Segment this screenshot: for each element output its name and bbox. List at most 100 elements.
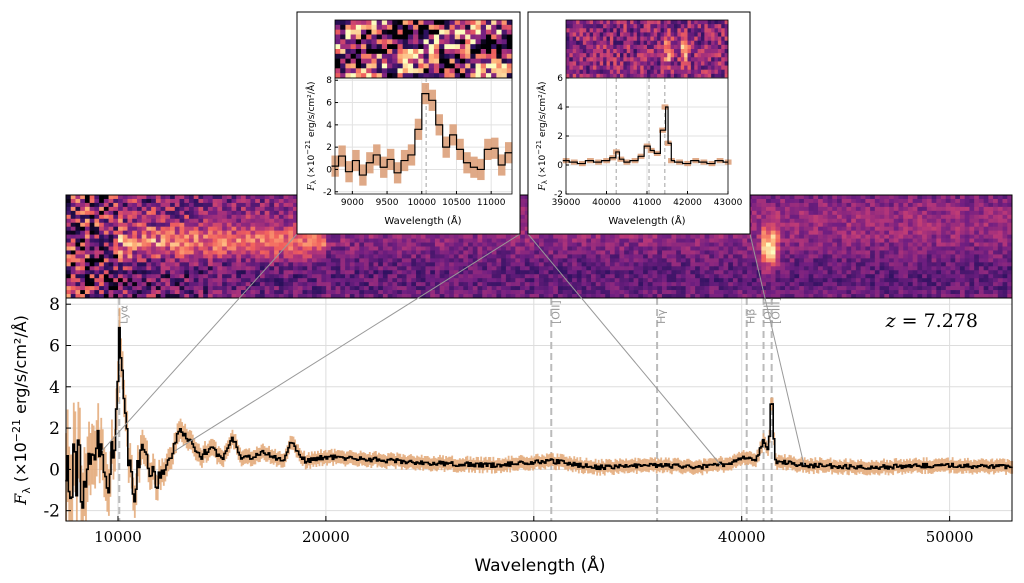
heatmap-pixel — [586, 286, 592, 291]
heatmap-pixel — [486, 262, 493, 267]
heatmap-pixel — [893, 246, 899, 251]
heatmap-pixel — [964, 290, 970, 295]
heatmap-pixel — [241, 250, 247, 255]
heatmap-pixel — [340, 250, 346, 255]
heatmap-pixel — [614, 254, 620, 259]
heatmap-pixel — [501, 290, 507, 295]
heatmap-pixel — [941, 286, 947, 291]
heatmap-pixel — [789, 290, 795, 295]
heatmap-pixel — [671, 274, 677, 279]
heatmap-pixel — [898, 238, 904, 243]
heatmap-pixel — [836, 274, 843, 279]
heatmap-pixel — [860, 278, 866, 283]
heatmap-pixel — [803, 214, 809, 220]
heatmap-pixel — [212, 218, 218, 224]
heatmap-pixel — [524, 214, 530, 220]
heatmap-pixel — [799, 246, 805, 251]
heatmap-pixel — [865, 218, 871, 224]
heatmap-pixel — [591, 262, 597, 267]
heatmap-pixel — [103, 202, 109, 208]
heatmap-pixel — [997, 278, 1003, 283]
heatmap-pixel — [236, 206, 242, 212]
heatmap-pixel — [264, 242, 270, 247]
heatmap-pixel — [813, 246, 819, 251]
heatmap-pixel — [307, 262, 313, 267]
heatmap-pixel — [964, 262, 970, 267]
heatmap-pixel — [784, 198, 791, 204]
heatmap-pixel — [808, 254, 814, 259]
heatmap-pixel — [784, 254, 791, 259]
heatmap-pixel — [113, 282, 119, 287]
heatmap-pixel — [501, 238, 507, 243]
heatmap-pixel — [449, 278, 455, 283]
heatmap-pixel — [770, 230, 776, 235]
heatmap-pixel — [84, 222, 90, 228]
heatmap-pixel — [293, 246, 299, 251]
heatmap-pixel — [704, 258, 710, 263]
heatmap-pixel — [94, 222, 100, 228]
heatmap-pixel — [434, 278, 441, 283]
heatmap-pixel — [818, 234, 824, 239]
heatmap-pixel — [118, 226, 124, 231]
heatmap-pixel — [907, 234, 914, 239]
heatmap-pixel — [903, 254, 909, 259]
heatmap-pixel — [1002, 254, 1008, 259]
heatmap-pixel — [468, 242, 474, 247]
heatmap-pixel — [543, 282, 549, 287]
heatmap-pixel — [141, 195, 147, 200]
heatmap-pixel — [207, 210, 213, 216]
heatmap-pixel — [879, 238, 885, 243]
heatmap-pixel — [174, 238, 180, 243]
heatmap-pixel — [548, 286, 554, 291]
heatmap-pixel — [226, 266, 232, 271]
heatmap-pixel — [879, 250, 885, 255]
heatmap-pixel — [959, 274, 966, 279]
heatmap-pixel — [562, 290, 568, 295]
heatmap-pixel — [146, 230, 152, 235]
heatmap-pixel — [657, 274, 663, 279]
heatmap-pixel — [855, 246, 861, 251]
heatmap-pixel — [827, 218, 833, 224]
heatmap-pixel — [127, 218, 133, 224]
heatmap-pixel — [751, 198, 757, 204]
heatmap-pixel — [803, 246, 809, 251]
heatmap-pixel — [264, 246, 270, 251]
heatmap-pixel — [945, 214, 951, 220]
heatmap-pixel — [349, 282, 355, 287]
heatmap-pixel — [988, 274, 994, 279]
heatmap-pixel — [780, 218, 786, 224]
heatmap-pixel — [165, 258, 171, 263]
heatmap-pixel — [789, 226, 795, 231]
heatmap-pixel — [80, 218, 86, 224]
heatmap-pixel — [704, 262, 710, 267]
heatmap-pixel — [165, 254, 171, 259]
heatmap-pixel — [950, 258, 956, 263]
heatmap-pixel — [524, 222, 530, 228]
heatmap-pixel — [633, 278, 639, 283]
heatmap-pixel — [302, 246, 308, 251]
heatmap-pixel — [425, 262, 431, 267]
heatmap-pixel — [974, 250, 980, 255]
heatmap-pixel — [855, 206, 861, 212]
heatmap-pixel — [803, 202, 809, 208]
heatmap-pixel — [959, 278, 966, 283]
heatmap-pixel — [217, 258, 223, 263]
heatmap-pixel — [964, 286, 970, 291]
heatmap-pixel — [354, 238, 360, 243]
heatmap-pixel — [628, 290, 634, 295]
heatmap-pixel — [534, 250, 540, 255]
heatmap-pixel — [756, 266, 762, 271]
heatmap-pixel — [690, 242, 696, 247]
heatmap-pixel — [879, 202, 885, 208]
heatmap-pixel — [576, 286, 582, 291]
heatmap-pixel — [122, 238, 128, 243]
heatmap-pixel — [595, 242, 601, 247]
heatmap-pixel — [411, 266, 417, 271]
heatmap-pixel — [425, 246, 431, 251]
heatmap-pixel — [321, 246, 327, 251]
heatmap-pixel — [742, 238, 748, 243]
heatmap-pixel — [335, 262, 341, 267]
heatmap-pixel — [993, 230, 999, 235]
heatmap-pixel — [363, 254, 370, 259]
heatmap-pixel — [94, 266, 100, 271]
